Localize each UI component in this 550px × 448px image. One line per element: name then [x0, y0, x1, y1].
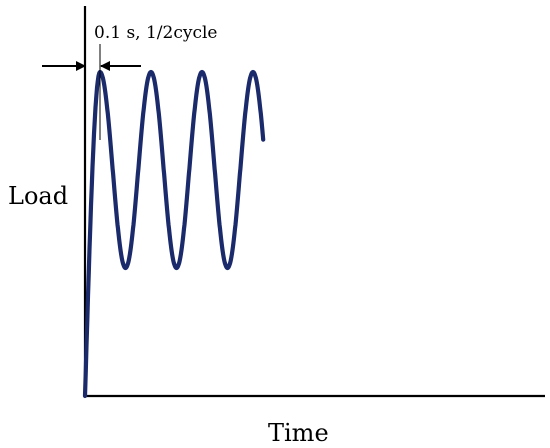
y-axis-label: Load [8, 182, 68, 210]
x-axis-label: Time [268, 419, 329, 447]
annotation-label: 0.1 s, 1/2cycle [94, 23, 217, 43]
load-series-line [82, 69, 266, 399]
